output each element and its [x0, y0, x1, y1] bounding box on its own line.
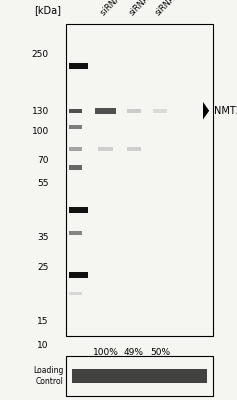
- Text: siRNA#1: siRNA#1: [128, 0, 160, 18]
- Text: 25: 25: [37, 264, 49, 272]
- Bar: [153, 109, 167, 113]
- Bar: [69, 206, 88, 213]
- Text: 50%: 50%: [150, 348, 170, 358]
- Text: Loading
Control: Loading Control: [33, 366, 64, 386]
- Text: 35: 35: [37, 234, 49, 242]
- Bar: [69, 272, 88, 278]
- Text: siRNA#2: siRNA#2: [154, 0, 186, 18]
- Text: 100: 100: [32, 128, 49, 136]
- Text: NMT2: NMT2: [214, 106, 237, 116]
- Bar: [98, 147, 113, 151]
- Bar: [69, 147, 82, 150]
- Text: 100%: 100%: [92, 348, 118, 358]
- Bar: [127, 147, 141, 151]
- Text: siRNA ctrl: siRNA ctrl: [99, 0, 135, 18]
- Text: 250: 250: [32, 50, 49, 58]
- Bar: [69, 109, 82, 113]
- Bar: [69, 231, 82, 235]
- Text: 15: 15: [37, 318, 49, 326]
- Bar: [69, 125, 82, 129]
- Bar: [69, 292, 82, 296]
- Bar: [95, 108, 116, 114]
- Polygon shape: [203, 102, 209, 120]
- Text: 55: 55: [37, 180, 49, 188]
- Bar: [127, 108, 141, 113]
- Text: 70: 70: [37, 156, 49, 164]
- Bar: [69, 63, 88, 69]
- Text: 49%: 49%: [124, 348, 144, 358]
- Text: 10: 10: [37, 342, 49, 350]
- Bar: [69, 166, 82, 170]
- Bar: [72, 369, 207, 383]
- Text: [kDa]: [kDa]: [34, 5, 61, 15]
- Text: 130: 130: [32, 108, 49, 116]
